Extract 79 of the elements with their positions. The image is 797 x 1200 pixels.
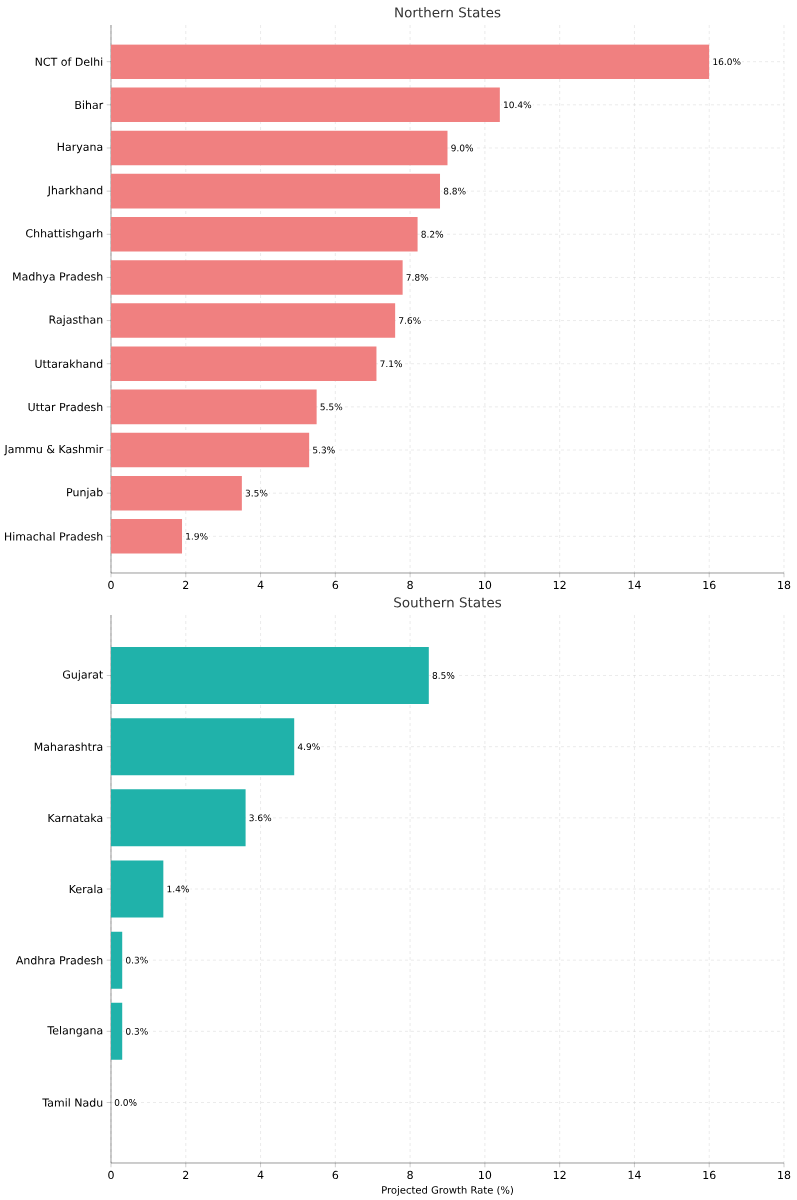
bar — [111, 44, 710, 79]
bar — [111, 475, 242, 511]
y-tick-label: Madhya Pradesh — [13, 272, 103, 283]
data-label: 8.8% — [443, 187, 466, 195]
data-label: 1.9% — [186, 532, 208, 540]
x-tick-label: 0 — [108, 1170, 114, 1180]
bar — [111, 432, 310, 468]
data-label: 3.5% — [245, 489, 268, 497]
x-tick-label: 18 — [778, 1170, 791, 1180]
data-label: 0.3% — [126, 956, 148, 964]
data-label: 3.6% — [249, 814, 272, 822]
y-tick-label: Chhattishgarh — [26, 228, 103, 240]
data-label: 16.0% — [713, 58, 741, 66]
bar — [111, 346, 377, 381]
y-tick-label: Himachal Pradesh — [5, 532, 103, 541]
bar — [111, 260, 403, 295]
y-tick-label: Karnataka — [48, 813, 103, 823]
data-label: 7.6% — [399, 317, 421, 324]
data-label: 5.3% — [313, 446, 335, 454]
bar — [111, 87, 500, 123]
y-tick-label: Uttarakhand — [35, 359, 103, 368]
x-tick-label: 10 — [479, 580, 492, 590]
data-label: 7.8% — [406, 274, 429, 281]
y-tick-label: Gujarat — [62, 670, 103, 681]
bar — [111, 217, 418, 252]
y-tick-label: Kerala — [69, 884, 103, 894]
bar — [111, 130, 448, 166]
x-tick-label: 4 — [257, 1170, 264, 1179]
x-tick-label: 14 — [628, 1170, 641, 1179]
y-tick-label: Bihar — [75, 100, 104, 110]
x-tick-label: 6 — [332, 580, 339, 590]
y-tick-label: Jammu & Kashmir — [3, 444, 104, 456]
bar — [111, 860, 164, 918]
x-tick-label: 16 — [703, 1170, 716, 1180]
x-tick-label: 10 — [479, 1170, 492, 1180]
bar — [111, 789, 246, 847]
y-tick-label: Andhra Pradesh — [15, 955, 103, 965]
y-tick-label: Maharashtra — [34, 742, 103, 751]
bar — [111, 647, 429, 704]
chart-title: Southern States — [394, 597, 502, 608]
data-label: 0.3% — [126, 1027, 148, 1035]
bar — [111, 1002, 123, 1060]
data-label: 0.0% — [114, 1099, 137, 1106]
x-tick-label: 8 — [407, 1170, 413, 1180]
x-tick-label: 12 — [553, 1170, 566, 1179]
data-label: 5.5% — [320, 403, 343, 411]
data-label: 8.2% — [421, 230, 444, 238]
bar — [111, 931, 123, 989]
x-tick-label: 2 — [183, 1170, 189, 1179]
x-tick-label: 2 — [183, 580, 189, 589]
x-tick-label: 0 — [108, 580, 114, 590]
x-tick-label: 6 — [332, 1170, 339, 1180]
y-tick-label: Rajasthan — [49, 315, 103, 326]
x-tick-label: 14 — [628, 580, 641, 589]
bar — [111, 718, 295, 776]
x-tick-label: 18 — [778, 580, 791, 590]
data-label: 10.4% — [504, 101, 532, 109]
x-tick-label: 8 — [407, 580, 413, 590]
y-tick-label: Uttar Pradesh — [28, 402, 103, 412]
bar — [111, 303, 396, 338]
data-label: 9.0% — [451, 144, 474, 152]
data-label: 7.1% — [380, 360, 403, 368]
y-tick-label: NCT of Delhi — [35, 57, 103, 66]
x-tick-label: 16 — [703, 580, 716, 590]
data-label: 4.9% — [297, 743, 320, 751]
chart-title: Northern States — [395, 7, 501, 18]
y-tick-label: Punjab — [67, 487, 103, 499]
y-tick-label: Tamil Nadu — [42, 1098, 103, 1107]
x-axis-title: Projected Growth Rate (%) — [382, 1185, 513, 1196]
bar — [111, 519, 183, 554]
x-tick-label: 12 — [553, 580, 566, 589]
bar — [111, 389, 317, 425]
data-label: 1.4% — [167, 885, 189, 893]
data-label: 8.5% — [432, 672, 455, 679]
x-tick-label: 4 — [257, 580, 264, 589]
y-tick-label: Telangana — [47, 1026, 103, 1037]
bar — [111, 173, 441, 209]
y-tick-label: Jharkhand — [47, 185, 103, 197]
y-tick-label: Haryana — [57, 142, 103, 154]
